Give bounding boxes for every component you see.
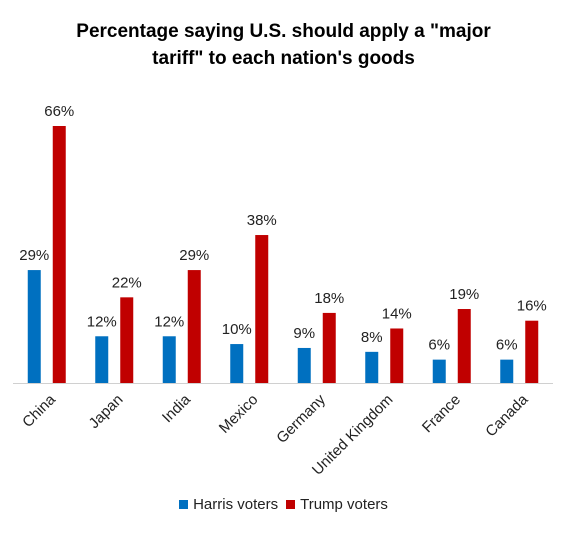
bar-harris-france: [432, 359, 446, 383]
data-label-harris-canada: 6%: [496, 337, 518, 354]
bar-harris-india: [162, 336, 176, 383]
data-label-trump-mexico: 38%: [247, 212, 277, 229]
bar-harris-china: [27, 270, 41, 383]
data-label-harris-china: 29%: [19, 247, 49, 264]
bar-trump-canada: [525, 320, 539, 383]
bar-trump-france: [457, 309, 471, 383]
data-label-harris-japan: 12%: [87, 313, 117, 330]
legend-item-harris: Harris voters: [179, 496, 278, 513]
bar-trump-mexico: [255, 235, 269, 383]
category-label-india: India: [159, 391, 194, 426]
legend-item-trump: Trump voters: [286, 496, 388, 513]
data-label-trump-united-kingdom: 14%: [382, 305, 412, 322]
legend-swatch-trump: [286, 500, 296, 509]
chart-title: Percentage saying U.S. should apply a "m…: [0, 18, 567, 72]
data-label-trump-canada: 16%: [517, 298, 547, 315]
data-label-harris-india: 12%: [154, 313, 184, 330]
category-label-japan: Japan: [86, 391, 127, 432]
data-label-harris-france: 6%: [428, 337, 450, 354]
legend-label-harris: Harris voters: [193, 496, 279, 513]
category-label-canada: Canada: [482, 391, 532, 441]
legend-label-trump: Trump voters: [300, 496, 388, 513]
category-label-mexico: Mexico: [216, 391, 262, 437]
bar-harris-germany: [297, 347, 311, 383]
legend-swatch-harris: [179, 500, 189, 509]
category-label-germany: Germany: [273, 391, 329, 447]
bar-trump-india: [187, 270, 201, 383]
chart-title-line-1: Percentage saying U.S. should apply a "m…: [76, 21, 491, 42]
category-label-france: France: [419, 391, 464, 436]
legend: Harris voters Trump voters: [0, 496, 567, 513]
chart-title-line-2: tariff" to each nation's goods: [152, 48, 415, 69]
data-label-trump-france: 19%: [449, 286, 479, 303]
data-label-harris-mexico: 10%: [222, 321, 252, 338]
data-label-trump-japan: 22%: [112, 274, 142, 291]
data-label-harris-united-kingdom: 8%: [361, 329, 383, 346]
data-label-trump-china: 66%: [44, 103, 74, 120]
data-label-trump-germany: 18%: [314, 290, 344, 307]
bar-trump-china: [52, 126, 66, 383]
bar-harris-japan: [95, 336, 109, 383]
category-label-china: China: [19, 391, 59, 431]
bar-trump-germany: [322, 312, 336, 383]
data-label-harris-germany: 9%: [293, 325, 315, 342]
bar-harris-united-kingdom: [365, 351, 379, 383]
bar-trump-united-kingdom: [390, 328, 404, 383]
bar-trump-japan: [120, 297, 134, 383]
bar-harris-mexico: [230, 344, 244, 383]
data-label-trump-india: 29%: [179, 247, 209, 264]
bar-harris-canada: [500, 359, 514, 383]
